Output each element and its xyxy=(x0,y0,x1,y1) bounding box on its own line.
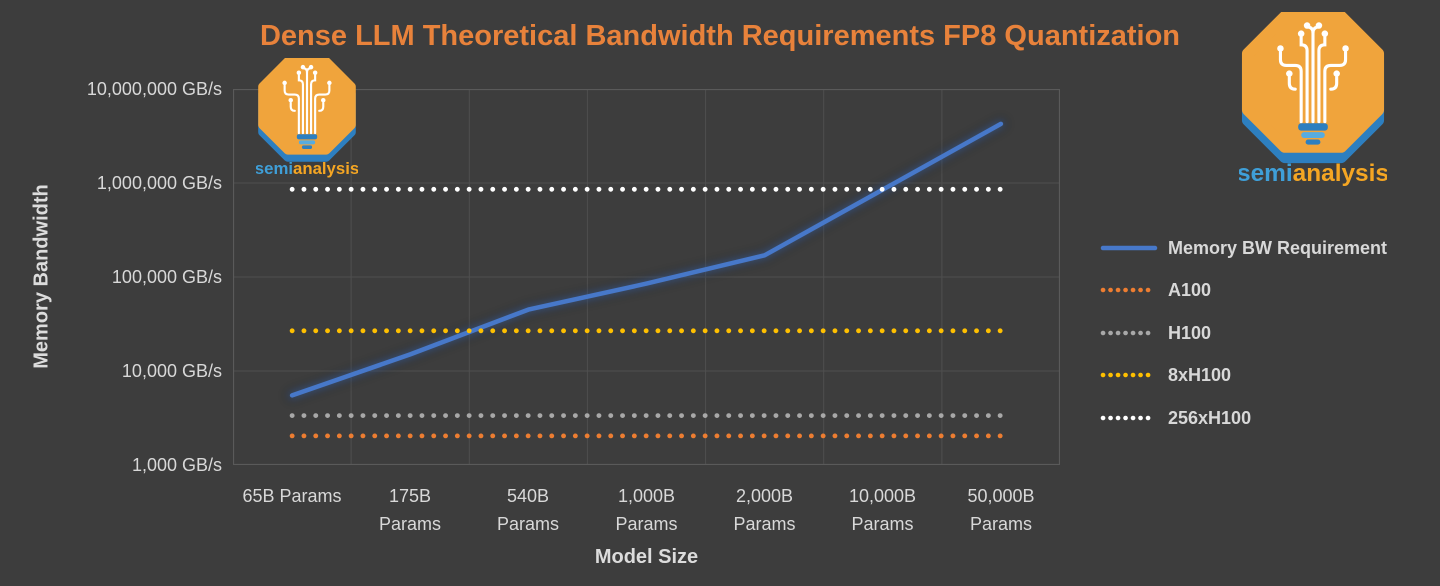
x-tick-label: 1,000B Params xyxy=(615,486,678,534)
x-tick-label: 175B Params xyxy=(378,486,441,534)
y-tick-label: 1,000,000 GB/s xyxy=(96,173,222,193)
page-title: Dense LLM Theoretical Bandwidth Requirem… xyxy=(259,20,1181,52)
legend-label-a100: A100 xyxy=(1168,279,1212,300)
plot-area xyxy=(233,89,1060,465)
y-tick-label: 10,000,000 GB/s xyxy=(86,79,222,99)
x-axis-title: Model Size xyxy=(594,546,699,568)
legend-label-8xh100: 8xH100 xyxy=(1168,364,1232,385)
legend-label-h100: H100 xyxy=(1168,322,1212,343)
x-tick-label: 2,000B Params xyxy=(733,486,796,534)
plot-series xyxy=(284,116,1009,444)
legend-item-a100: A100 xyxy=(1100,279,1211,301)
logo-wordmark-analysis: analysis xyxy=(293,159,358,178)
y-tick-label: 10,000 GB/s xyxy=(121,361,222,381)
logo-circuit-tree-icon xyxy=(282,64,332,135)
legend-label-256xh100: 256xH100 xyxy=(1168,407,1252,428)
y-tick-label: 100,000 GB/s xyxy=(111,267,222,287)
logo-wordmark: semianalysis xyxy=(256,159,358,178)
logo-circuit-tree-icon xyxy=(1277,22,1349,124)
series-memory-bw-requirement-glow xyxy=(288,119,1005,400)
semianalysis-logo-large: semianalysis xyxy=(1239,12,1387,187)
legend-swatch-memory-bw-icon xyxy=(1100,245,1158,251)
legend-item-256xh100: 256xH100 xyxy=(1100,407,1251,429)
legend-swatch-h100-icon xyxy=(1100,330,1158,336)
x-tick-label: 10,000B Params xyxy=(848,486,917,534)
legend-swatch-a100-icon xyxy=(1100,287,1158,293)
legend-item-8xh100: 8xH100 xyxy=(1100,364,1231,386)
legend-item-h100: H100 xyxy=(1100,322,1211,344)
legend-swatch-8xh100-icon xyxy=(1100,372,1158,378)
logo-wordmark-semi: semi xyxy=(1239,160,1293,187)
legend-item-memory-bw: Memory BW Requirement xyxy=(1100,237,1387,259)
y-tick-label: 1,000 GB/s xyxy=(131,455,222,475)
logo-wordmark-analysis: analysis xyxy=(1293,160,1387,187)
logo-bulb-base-icon xyxy=(1298,123,1328,145)
logo-wordmark: semianalysis xyxy=(1239,160,1387,187)
logo-bulb-base-icon xyxy=(296,134,318,149)
x-tick-label: 65B Params xyxy=(242,486,342,506)
legend-swatch-256xh100-icon xyxy=(1100,415,1158,421)
semianalysis-logo-small: semianalysis xyxy=(256,58,358,178)
logo-wordmark-semi: semi xyxy=(256,159,293,178)
x-tick-label: 540B Params xyxy=(496,486,559,534)
plot-frame xyxy=(233,89,1060,465)
x-tick-label: 50,000B Params xyxy=(967,486,1035,534)
legend-label-memory-bw: Memory BW Requirement xyxy=(1168,237,1388,258)
